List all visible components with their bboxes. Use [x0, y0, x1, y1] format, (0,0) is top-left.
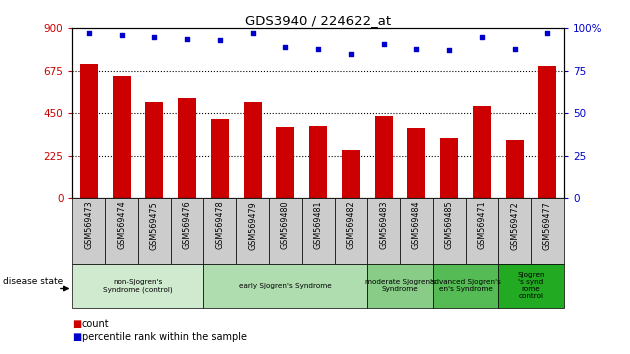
Bar [498, 264, 564, 308]
Text: GSM569483: GSM569483 [379, 201, 388, 249]
Point [510, 46, 520, 52]
Bar [539, 66, 556, 198]
Bar [473, 106, 491, 198]
Text: GSM569481: GSM569481 [314, 201, 323, 249]
Bar [80, 64, 98, 198]
Bar [302, 198, 335, 264]
Text: GSM569473: GSM569473 [84, 201, 93, 250]
Point [477, 34, 487, 40]
Text: GSM569474: GSM569474 [117, 201, 126, 250]
Bar [203, 198, 236, 264]
Point [84, 30, 94, 36]
Point [444, 47, 454, 53]
Bar [367, 198, 400, 264]
Text: GSM569471: GSM569471 [478, 201, 486, 250]
Text: count: count [82, 319, 110, 329]
Point [248, 30, 258, 36]
Bar [236, 198, 269, 264]
Text: disease state: disease state [3, 277, 64, 286]
Point [542, 30, 553, 36]
Bar [72, 264, 203, 308]
Point [346, 51, 356, 57]
Bar [203, 264, 367, 308]
Text: GSM569480: GSM569480 [281, 201, 290, 249]
Text: GSM569484: GSM569484 [412, 201, 421, 249]
Point [313, 46, 323, 52]
Bar [211, 119, 229, 198]
Bar [138, 198, 171, 264]
Bar [269, 198, 302, 264]
Text: GSM569477: GSM569477 [543, 201, 552, 250]
Bar [105, 198, 138, 264]
Text: ■: ■ [72, 332, 82, 342]
Bar [531, 198, 564, 264]
Bar [178, 98, 196, 198]
Text: GSM569476: GSM569476 [183, 201, 192, 250]
Bar [400, 198, 433, 264]
Text: non-Sjogren's
Syndrome (control): non-Sjogren's Syndrome (control) [103, 279, 173, 293]
Point [280, 44, 290, 50]
Bar [342, 150, 360, 198]
Text: advanced Sjogren's
en's Syndrome: advanced Sjogren's en's Syndrome [430, 279, 501, 292]
Bar [367, 264, 433, 308]
Bar [466, 198, 498, 264]
Title: GDS3940 / 224622_at: GDS3940 / 224622_at [245, 14, 391, 27]
Text: GSM569485: GSM569485 [445, 201, 454, 250]
Point [215, 38, 225, 43]
Bar [309, 126, 327, 198]
Text: early Sjogren's Syndrome: early Sjogren's Syndrome [239, 283, 332, 289]
Point [149, 34, 159, 40]
Bar [375, 116, 392, 198]
Bar [113, 75, 130, 198]
Bar [171, 198, 203, 264]
Bar [433, 198, 466, 264]
Text: GSM569475: GSM569475 [150, 201, 159, 250]
Text: GSM569478: GSM569478 [215, 201, 224, 250]
Bar [72, 198, 105, 264]
Text: percentile rank within the sample: percentile rank within the sample [82, 332, 247, 342]
Text: ■: ■ [72, 319, 82, 329]
Text: GSM569482: GSM569482 [346, 201, 355, 250]
Bar [146, 102, 163, 198]
Bar [506, 140, 524, 198]
Text: moderate Sjogren's
Syndrome: moderate Sjogren's Syndrome [365, 279, 435, 292]
Bar [498, 198, 531, 264]
Bar [244, 102, 261, 198]
Bar [277, 127, 294, 198]
Point [379, 41, 389, 46]
Bar [440, 138, 458, 198]
Point [117, 32, 127, 38]
Text: Sjogren
's synd
rome
control: Sjogren 's synd rome control [517, 272, 545, 299]
Point [182, 36, 192, 41]
Text: GSM569479: GSM569479 [248, 201, 257, 250]
Bar [433, 264, 498, 308]
Text: GSM569472: GSM569472 [510, 201, 519, 250]
Bar [335, 198, 367, 264]
Bar [408, 129, 425, 198]
Point [411, 46, 421, 52]
